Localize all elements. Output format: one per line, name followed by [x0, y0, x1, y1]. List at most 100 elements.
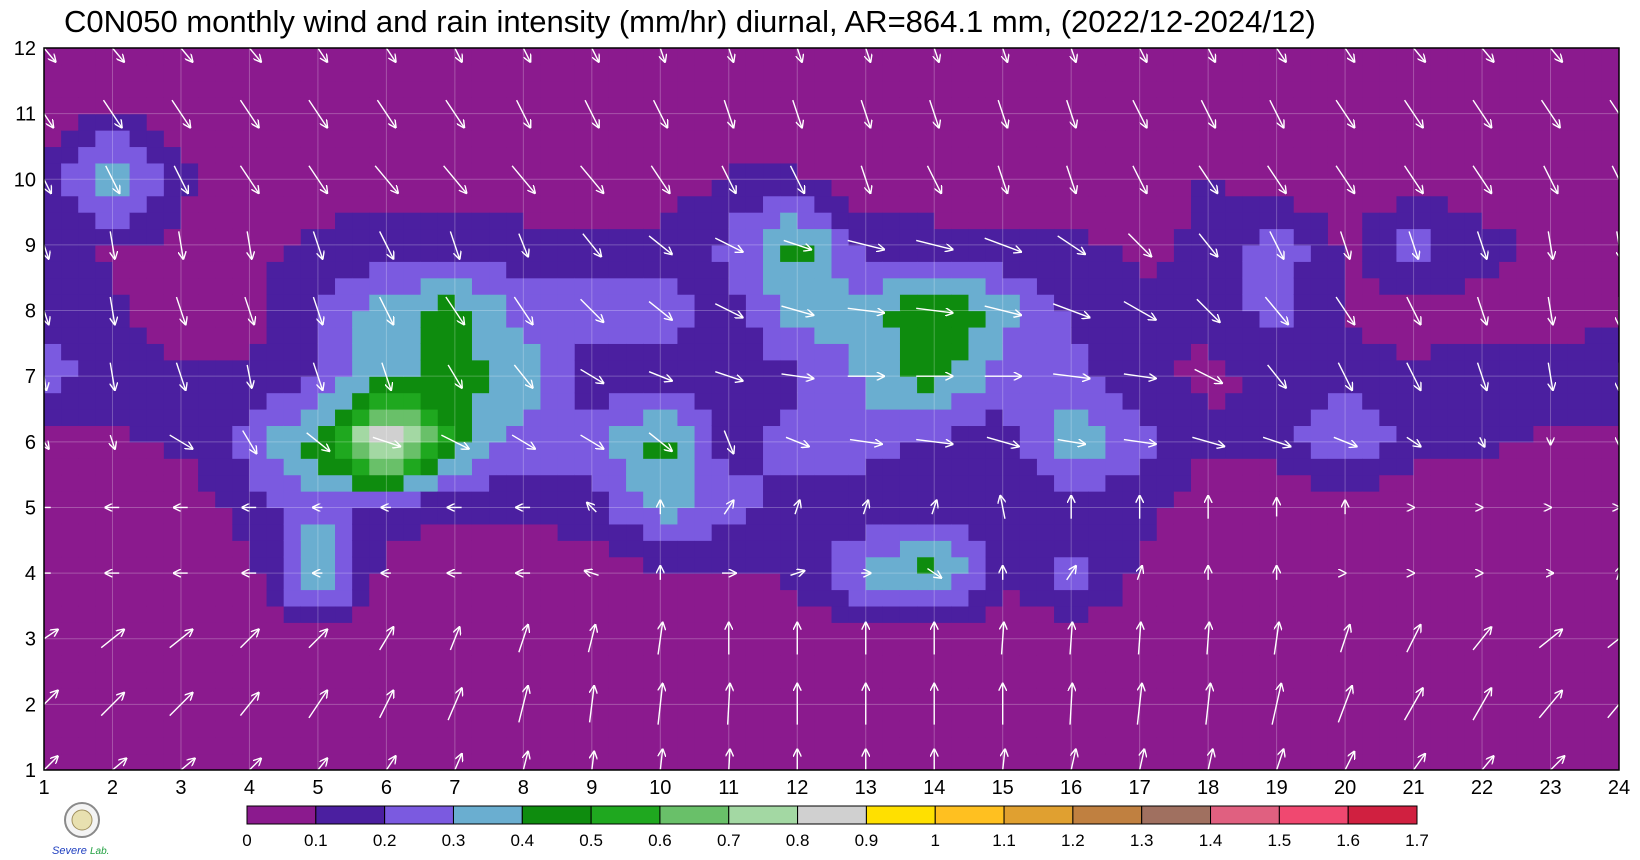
- wind-arrow: [1337, 686, 1352, 723]
- rain-cell: [129, 622, 148, 640]
- rain-cell: [934, 540, 952, 558]
- rain-cell: [1310, 376, 1329, 394]
- wind-arrow: [1480, 437, 1485, 446]
- rain-cell: [386, 622, 405, 640]
- rain-cell: [951, 687, 970, 705]
- rain-cell: [180, 392, 199, 410]
- rain-cell: [985, 359, 1004, 377]
- rain-cell: [882, 589, 901, 607]
- rain-cell: [335, 556, 353, 574]
- rain-cell: [335, 491, 353, 509]
- rain-cell: [1208, 359, 1226, 377]
- rain-cell: [1054, 753, 1072, 770]
- rain-cell: [1584, 474, 1603, 492]
- rain-cell: [232, 671, 251, 689]
- rain-cell: [865, 737, 884, 755]
- rain-cell: [626, 392, 644, 410]
- rain-cell: [763, 573, 781, 591]
- rain-cell: [985, 228, 1004, 246]
- rain-cell: [1002, 195, 1021, 213]
- rain-cell: [865, 326, 884, 344]
- rain-cell: [882, 310, 901, 328]
- rain-cell: [1019, 162, 1038, 180]
- rain-cell: [1191, 687, 1209, 705]
- rain-cell: [1396, 573, 1415, 591]
- rain-cell: [1567, 556, 1586, 574]
- rain-cell: [660, 277, 679, 295]
- rain-cell: [694, 458, 713, 476]
- rain-cell: [403, 441, 422, 459]
- rain-cell: [1293, 343, 1312, 361]
- rain-cell: [1019, 244, 1038, 262]
- rain-cell: [198, 294, 216, 312]
- rain-cell: [557, 244, 576, 262]
- rain-cell: [1019, 130, 1038, 148]
- rain-cell: [180, 441, 199, 459]
- rain-cell: [78, 409, 96, 427]
- rain-cell: [899, 326, 918, 344]
- rain-cell: [489, 573, 507, 591]
- rain-cell: [540, 441, 559, 459]
- rain-cell: [44, 655, 62, 673]
- rain-cell: [61, 261, 79, 279]
- rain-cell: [1122, 80, 1141, 98]
- rain-cell: [95, 474, 114, 492]
- rain-cell: [78, 64, 96, 82]
- rain-cell: [1293, 589, 1312, 607]
- rain-cell: [1293, 212, 1312, 230]
- rain-cell: [300, 261, 319, 279]
- rain-cell: [1036, 376, 1055, 394]
- rain-cell: [917, 359, 935, 377]
- rain-cell: [643, 261, 661, 279]
- rain-cell: [78, 441, 96, 459]
- rain-cell: [745, 376, 764, 394]
- rain-cell: [146, 179, 165, 197]
- wind-arrow: [847, 239, 884, 249]
- rain-cell: [1516, 376, 1535, 394]
- rain-cell: [1036, 704, 1055, 722]
- rain-cell: [557, 704, 576, 722]
- rain-cell: [1122, 146, 1141, 164]
- rain-cell: [1139, 261, 1158, 279]
- rain-cell: [591, 556, 610, 574]
- wind-arrow: [515, 99, 531, 127]
- rain-cell: [1276, 97, 1295, 115]
- rain-cell: [1019, 605, 1038, 623]
- rain-cell: [506, 556, 524, 574]
- rain-cell: [1584, 343, 1603, 361]
- rain-cell: [763, 244, 781, 262]
- rain-cell: [78, 638, 96, 656]
- rain-cell: [694, 113, 713, 131]
- wind-arrow: [44, 242, 49, 258]
- wind-arrow: [1538, 630, 1562, 649]
- rain-cell: [163, 507, 182, 525]
- rain-cell: [882, 64, 901, 82]
- rain-cell: [1208, 376, 1226, 394]
- rain-cell: [1430, 294, 1449, 312]
- rain-cell: [1242, 409, 1261, 427]
- rain-cell: [335, 244, 353, 262]
- rain-cell: [1362, 261, 1380, 279]
- rain-cell: [95, 458, 114, 476]
- rain-cell: [1156, 80, 1175, 98]
- rain-cell: [1191, 130, 1209, 148]
- rain-cell: [1533, 458, 1552, 476]
- rain-cell: [249, 704, 268, 722]
- rain-cell: [831, 392, 850, 410]
- rain-cell: [1293, 425, 1312, 443]
- rain-cell: [848, 376, 867, 394]
- rain-cell: [1105, 474, 1124, 492]
- rain-cell: [899, 523, 918, 541]
- rain-cell: [403, 573, 422, 591]
- rain-cell: [591, 638, 610, 656]
- rain-cell: [1413, 507, 1432, 525]
- rain-cell: [232, 195, 251, 213]
- rain-cell: [78, 195, 96, 213]
- rain-cell: [232, 359, 251, 377]
- wind-arrow: [44, 757, 58, 770]
- rain-cell: [797, 80, 815, 98]
- rain-cell: [95, 228, 114, 246]
- rain-cell: [1516, 605, 1535, 623]
- rain-cell: [626, 491, 644, 509]
- rain-cell: [763, 130, 781, 148]
